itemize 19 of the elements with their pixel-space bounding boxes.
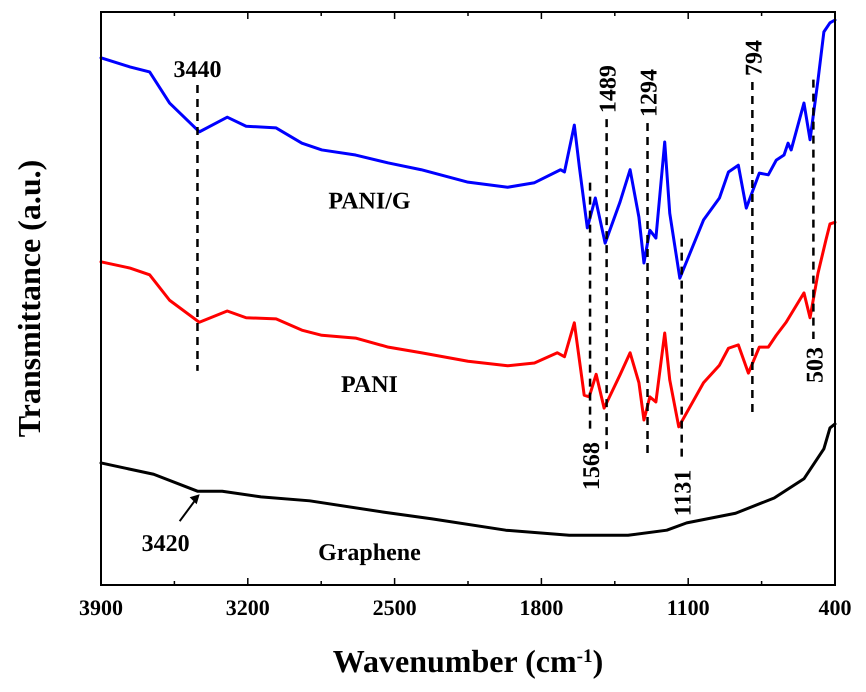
ref-line-label: 503 (802, 346, 828, 383)
y-axis-title: Transmittance (a.u.) (11, 160, 47, 438)
ref-line-label: 1131 (670, 470, 697, 516)
x-tick-label: 3200 (226, 595, 270, 620)
ref-line-label: 794 (741, 40, 768, 76)
series-label: PANI (340, 372, 398, 398)
x-axis-title: Wavenumber (cm$^{-1}$) (332, 643, 604, 679)
ref-line-label: 1294 (636, 69, 663, 118)
x-tick-label: 2500 (372, 595, 417, 620)
x-tick-label: 400 (818, 595, 852, 620)
x-tick-label: 3900 (79, 595, 123, 620)
ref-line-label: 3440 (173, 57, 222, 84)
annotation: 3420 (142, 531, 190, 558)
x-tick-label: 1100 (666, 595, 710, 620)
series-label: PANI/G (328, 188, 411, 214)
ref-line-label: 1489 (596, 65, 622, 114)
series-label: Graphene (318, 540, 422, 566)
ref-line-label: 1568 (579, 442, 606, 490)
x-tick-label: 1800 (519, 595, 564, 620)
